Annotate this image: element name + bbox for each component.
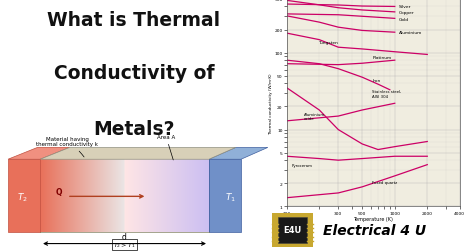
Text: Iron: Iron [373, 79, 381, 83]
Text: $T_2$: $T_2$ [18, 190, 28, 203]
Text: Silver: Silver [399, 6, 411, 9]
Polygon shape [40, 148, 236, 160]
Text: Area A: Area A [157, 134, 175, 160]
Text: Aluminium
oxide: Aluminium oxide [304, 112, 326, 121]
Text: Metals?: Metals? [93, 120, 174, 139]
Text: $T_2 > T_1$: $T_2 > T_1$ [113, 240, 136, 249]
FancyBboxPatch shape [278, 217, 307, 243]
Text: Conductivity of: Conductivity of [54, 64, 214, 82]
Text: Stainless steel,
AISI 304: Stainless steel, AISI 304 [373, 90, 402, 98]
Text: Copper: Copper [399, 11, 415, 15]
Text: Fused quartz: Fused quartz [373, 180, 398, 184]
Polygon shape [209, 160, 241, 232]
Text: Tungsten: Tungsten [318, 41, 338, 45]
Text: Aluminium: Aluminium [399, 31, 422, 35]
Text: $T_1$: $T_1$ [225, 190, 236, 203]
Y-axis label: Thermal conductivity (W/m⋅K): Thermal conductivity (W/m⋅K) [269, 73, 273, 134]
Polygon shape [8, 160, 40, 232]
Text: Material having
thermal conductivity k: Material having thermal conductivity k [36, 136, 98, 157]
FancyBboxPatch shape [272, 213, 313, 247]
Text: What is Thermal: What is Thermal [47, 11, 220, 30]
Text: Gold: Gold [399, 18, 410, 22]
Text: Platinum: Platinum [373, 56, 392, 60]
Polygon shape [209, 148, 268, 160]
Text: Pyroceram: Pyroceram [291, 163, 312, 167]
Polygon shape [8, 148, 70, 160]
Text: E4U: E4U [283, 226, 301, 235]
X-axis label: Temperature (K): Temperature (K) [353, 216, 393, 221]
Text: Q: Q [55, 187, 62, 196]
Text: d: d [122, 232, 127, 241]
Text: Electrical 4 U: Electrical 4 U [323, 223, 427, 237]
